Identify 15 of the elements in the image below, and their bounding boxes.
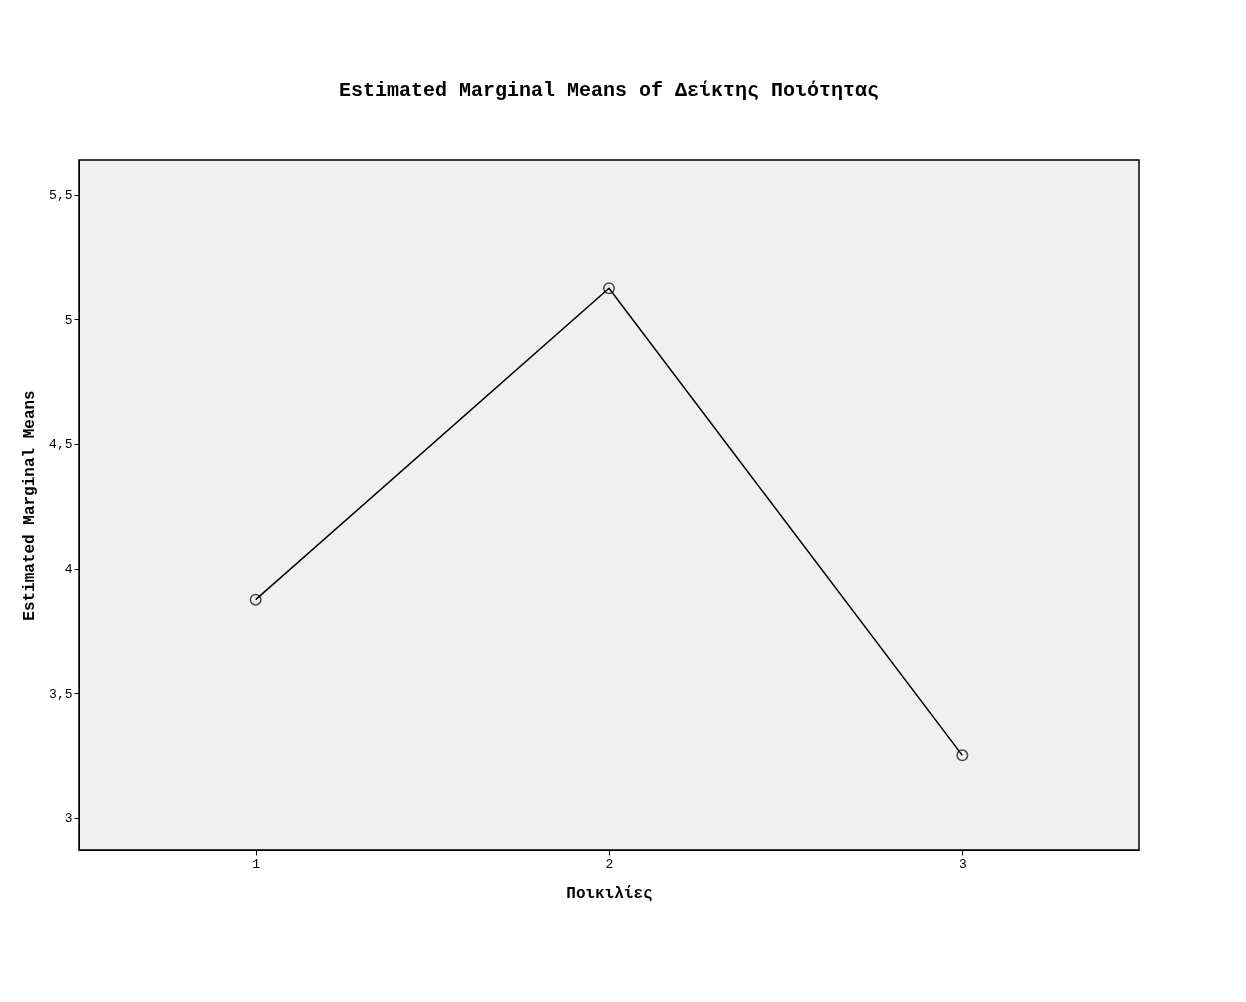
x-tick-label: 1 [252,856,261,872]
chart-title: Estimated Marginal Means of Δείκτης Ποιότητας [338,79,880,102]
y-tick-label: 4,5 [49,437,73,453]
x-tick-label: 3 [958,856,967,872]
y-tick-label: 4 [64,562,73,578]
y-tick-label: 3,5 [49,686,73,702]
x-tick-label: 2 [605,856,614,872]
point [603,282,615,295]
y-tick-label: 5 [64,312,73,328]
point [249,593,262,606]
point [956,749,969,762]
x-axis-title: Ποικιλίες [566,884,653,903]
y-tick-label: 3 [64,811,73,827]
y-axis-title: Estimated Marginal Means [21,390,40,621]
y-tick-label: 5,5 [49,188,73,204]
